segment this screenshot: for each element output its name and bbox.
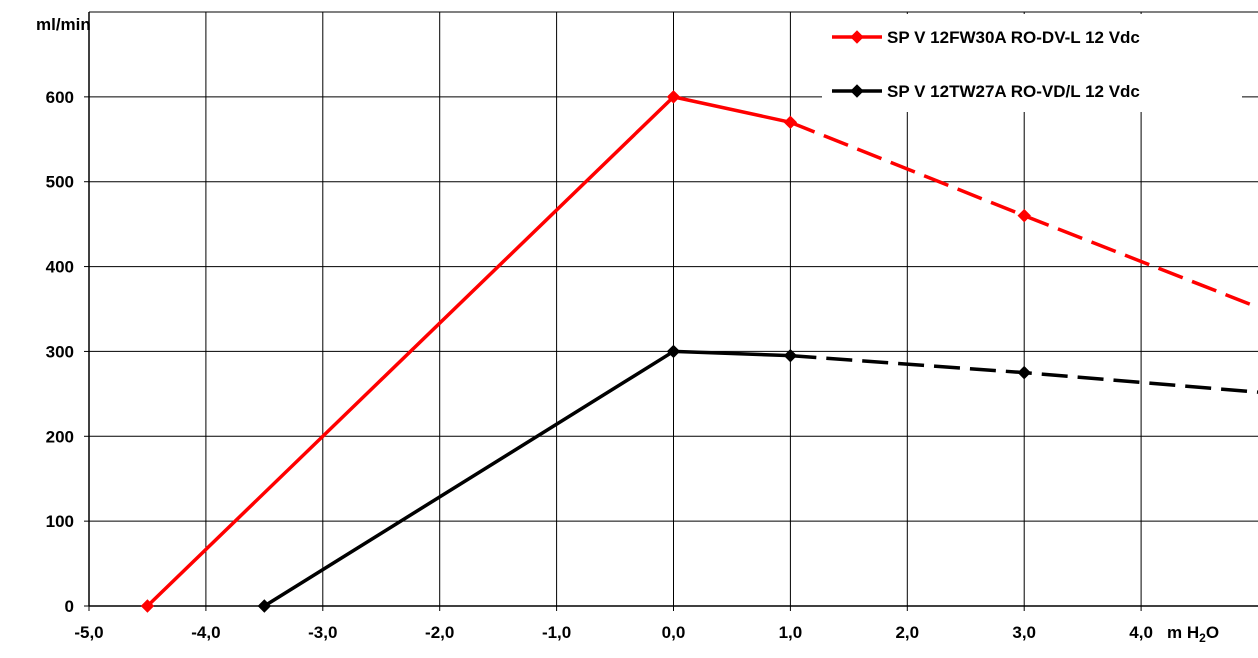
series-line-solid [263,349,791,608]
data-point-marker [1017,365,1031,380]
y-tick-label: 0 [65,597,74,616]
x-tick-label: 4,0 [1129,623,1153,642]
x-tick-label: -3,0 [308,623,337,642]
y-tick-label: 500 [46,173,74,192]
y-tick-label: 400 [46,258,74,277]
legend-background [822,14,1242,112]
legend-marker [850,30,864,44]
axes [84,12,1258,611]
y-axis-unit-label: ml/min [36,15,91,34]
data-point-marker [257,599,272,613]
data-point-marker [666,90,681,104]
data-point-marker [666,344,681,359]
y-tick-label: 200 [46,427,74,446]
legend-item: SP V 12FW30A RO-DV-L 12 Vdc [832,28,1140,47]
data-point-marker [783,348,798,363]
data-point-marker [1017,208,1031,223]
x-axis-unit-label: m H2O [1167,623,1219,645]
tick-labels: -5,0 -4,0 -3,0 -2,0 -1,0 0,0 1,0 2,0 3,0 4,0 0 100 2… [36,15,1219,645]
series-lines [140,90,1258,613]
data-point-marker [140,599,155,613]
x-tick-label: -4,0 [191,623,220,642]
legend-label: SP V 12FW30A RO-DV-L 12 Vdc [887,28,1140,47]
x-tick-label: 1,0 [779,623,803,642]
x-tick-label: 3,0 [1012,623,1036,642]
x-tick-label: 0,0 [662,623,686,642]
y-tick-label: 600 [46,88,74,107]
y-tick-label: 300 [46,342,74,361]
x-tick-label: -1,0 [542,623,571,642]
y-tick-label: 100 [46,512,74,531]
grid [89,11,1258,606]
x-tick-label: -5,0 [74,623,103,642]
x-tick-label: -2,0 [425,623,454,642]
legend-marker [850,84,864,98]
series-line-dashed [789,120,1258,309]
series-1 [140,90,1258,613]
x-tick-label: 2,0 [895,623,919,642]
data-point-marker [783,115,798,130]
series-2 [257,344,1258,613]
legend-item: SP V 12TW27A RO-VD/L 12 Vdc [832,82,1140,101]
legend-label: SP V 12TW27A RO-VD/L 12 Vdc [887,82,1140,101]
legend: SP V 12FW30A RO-DV-L 12 Vdc SP V 12TW27A … [822,14,1242,112]
